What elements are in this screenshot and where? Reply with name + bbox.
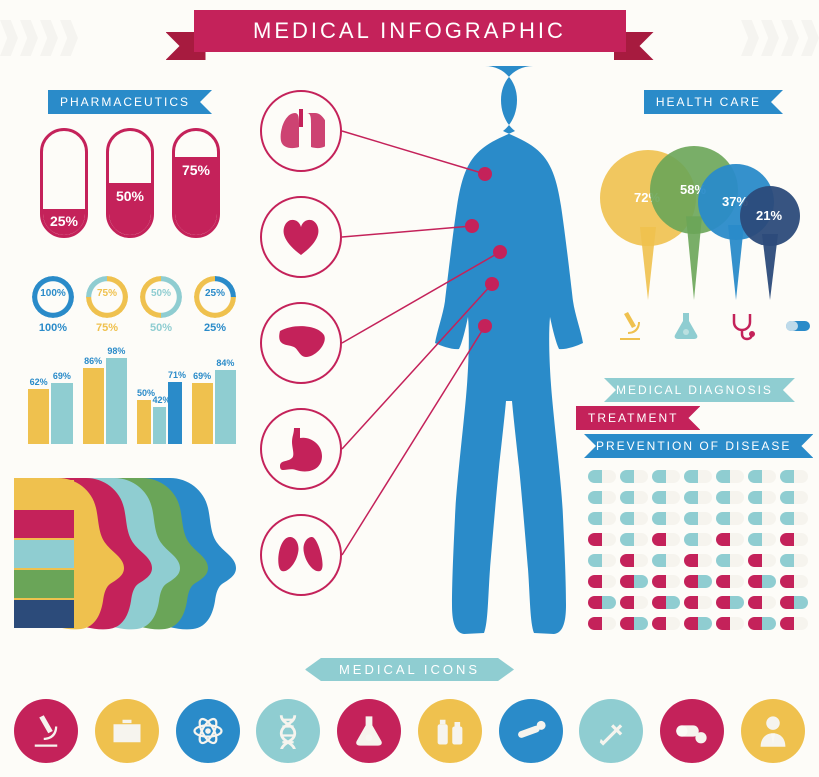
pill-icon (684, 554, 712, 567)
diagnosis-ribbon: MEDICAL DIAGNOSIS (604, 378, 795, 402)
donut-label: 100% (32, 322, 74, 334)
pill-icon (748, 533, 776, 546)
pill-icon (748, 617, 776, 630)
flask-icon (670, 310, 702, 347)
pill-icon (684, 575, 712, 588)
healthcare-ribbon: HEALTH CARE (644, 90, 783, 114)
pill-icon (780, 491, 808, 504)
thermometer-icon (499, 699, 563, 763)
medical-icons-ribbon: MEDICAL ICONS (305, 658, 514, 681)
capsule-icon (782, 310, 814, 347)
atom-icon (176, 699, 240, 763)
pill-icon (620, 533, 648, 546)
pill-icon (780, 575, 808, 588)
pill-icon (684, 512, 712, 525)
pill-icon (620, 491, 648, 504)
donut-label: 50% (140, 322, 182, 334)
page-title: MEDICAL INFOGRAPHIC (194, 10, 626, 52)
pill-icon (652, 596, 680, 609)
pill-icon (716, 617, 744, 630)
pill-icon (588, 596, 616, 609)
pill-icon (748, 470, 776, 483)
briefcase-icon (95, 699, 159, 763)
pill-icon (652, 575, 680, 588)
title-banner: MEDICAL INFOGRAPHIC (180, 10, 640, 60)
pill-icon (716, 554, 744, 567)
pill-icon (588, 512, 616, 525)
pill-icon (684, 533, 712, 546)
pill-icon (748, 596, 776, 609)
pill-icon (588, 491, 616, 504)
pill-icon (652, 533, 680, 546)
pill-icon (652, 617, 680, 630)
bottles-icon (418, 699, 482, 763)
capsule: 75% (172, 128, 220, 238)
pill-icon (620, 596, 648, 609)
pill-icon (780, 596, 808, 609)
bar-chart: 62%69%86%98%50%42%71%69%84% (28, 356, 244, 444)
pill-icon (684, 596, 712, 609)
syringe-icon (579, 699, 643, 763)
organ-column (260, 90, 342, 620)
pill-icon (652, 554, 680, 567)
pill-icon (652, 512, 680, 525)
pill-icon (620, 554, 648, 567)
pill-icon (620, 617, 648, 630)
pill-icon (780, 512, 808, 525)
medical-icons-row (14, 699, 805, 763)
pill-icon (684, 470, 712, 483)
pill-icon (620, 470, 648, 483)
pill-icon (652, 491, 680, 504)
pill-icon (620, 575, 648, 588)
pill-icon (716, 533, 744, 546)
pills-icon (660, 699, 724, 763)
lungs-icon (260, 90, 342, 172)
pill-icon (588, 554, 616, 567)
pill-icon (716, 596, 744, 609)
pill-icon (748, 491, 776, 504)
dna-icon (256, 699, 320, 763)
microscope-icon (14, 699, 78, 763)
bubble-chart: 72%58%37%21% (600, 120, 810, 300)
donut-label: 25% (194, 322, 236, 334)
pharmaceutics-ribbon: PHARMACEUTICS (48, 90, 212, 114)
pill-icon (588, 617, 616, 630)
pill-icon (780, 533, 808, 546)
prevention-ribbon: PREVENTION OF DISEASE (584, 434, 813, 458)
flask-icon (337, 699, 401, 763)
pill-icon (684, 617, 712, 630)
pill-icon (652, 470, 680, 483)
stomach-icon (260, 408, 342, 490)
stethoscope-icon (726, 310, 758, 347)
pill-icon (748, 554, 776, 567)
pill-icon (748, 512, 776, 525)
pill-icon (716, 491, 744, 504)
donut-label: 75% (86, 322, 128, 334)
pill-icon (716, 470, 744, 483)
kidneys-icon (260, 514, 342, 596)
treatment-ribbon: TREATMENT (576, 406, 700, 430)
pill-grid (588, 470, 808, 632)
pill-icon (588, 533, 616, 546)
pill-icon (588, 470, 616, 483)
doctor-icon (741, 699, 805, 763)
pill-icon (780, 554, 808, 567)
head-profiles-chart: 100%80%60%40%20% (14, 470, 244, 640)
heart-icon (260, 196, 342, 278)
pill-icon (588, 575, 616, 588)
human-body-silhouette (340, 66, 630, 654)
pill-icon (780, 470, 808, 483)
pill-icon (620, 512, 648, 525)
capsule: 50% (106, 128, 154, 238)
capsule: 25% (40, 128, 88, 238)
healthcare-icons-row (614, 310, 814, 347)
pill-icon (716, 512, 744, 525)
liver-icon (260, 302, 342, 384)
pill-icon (748, 575, 776, 588)
microscope-icon (614, 310, 646, 347)
pill-icon (684, 491, 712, 504)
pill-icon (716, 575, 744, 588)
pill-icon (780, 617, 808, 630)
